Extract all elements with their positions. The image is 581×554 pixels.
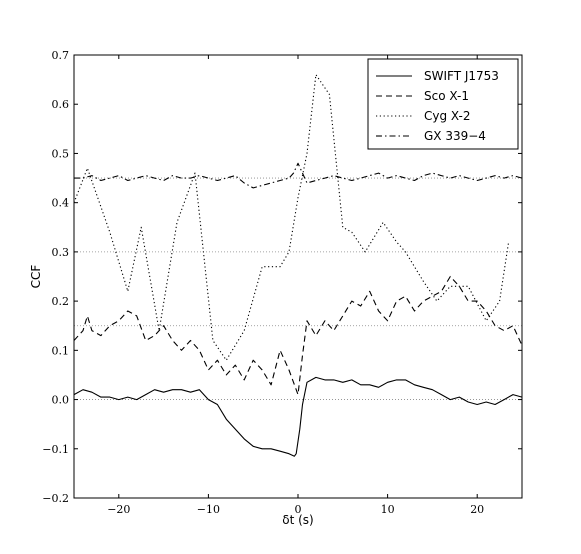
y-tick-label: 0.4 (52, 197, 70, 210)
legend-label: Cyg X-2 (424, 109, 471, 123)
legend-box (367, 58, 519, 150)
legend-label: SWIFT J1753 (424, 69, 499, 83)
x-tick-label: −20 (107, 503, 130, 516)
y-tick-label: 0.6 (52, 98, 70, 111)
y-tick-label: −0.1 (42, 443, 69, 456)
legend: SWIFT J1753 Sco X-1 Cyg X-2 GX 339−4 (367, 58, 519, 150)
series-layer (73, 74, 523, 457)
y-tick-label: −0.2 (42, 492, 69, 505)
series-line-2 (73, 275, 523, 396)
x-axis-label: δt (s) (282, 513, 313, 527)
x-tick-label: 20 (470, 503, 484, 516)
legend-label: GX 339−4 (424, 129, 486, 143)
x-tick-label: 0 (295, 503, 302, 516)
series-line-1 (73, 376, 523, 457)
y-tick-label: 0.0 (52, 394, 70, 407)
y-tick-label: 0.5 (52, 147, 70, 160)
y-tick-label: 0.1 (52, 344, 70, 357)
series-line-3 (73, 74, 510, 361)
legend-label: Sco X-1 (424, 89, 469, 103)
y-tick-label: 0.2 (52, 295, 70, 308)
y-tick-label: 0.7 (52, 49, 70, 62)
x-tick-label: −10 (197, 503, 220, 516)
x-tick-label: 10 (381, 503, 395, 516)
axis-ticks: −20 −10 0 10 20 −0.2 −0.1 0.0 0.1 0.2 0.3 0.4 0.5 0.6… (42, 49, 522, 516)
y-tick-label: 0.3 (52, 246, 70, 259)
y-axis-label: CCF (29, 265, 43, 289)
